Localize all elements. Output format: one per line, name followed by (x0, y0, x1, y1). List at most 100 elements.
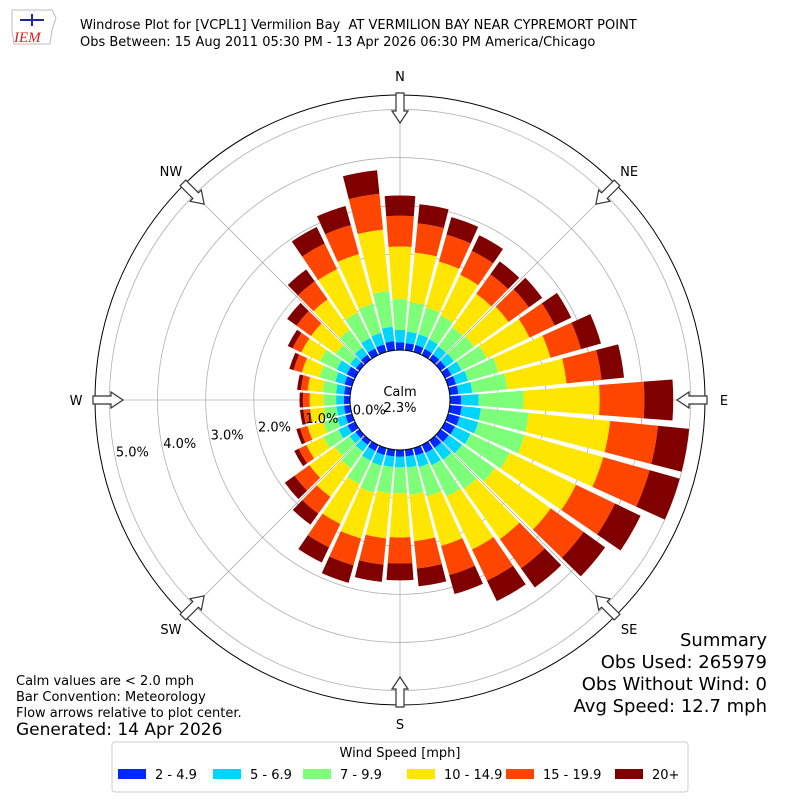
bar-segment (414, 537, 442, 569)
logo: IEM (11, 9, 57, 46)
bar-segment (301, 338, 327, 362)
flow-arrow (675, 390, 708, 410)
bar-segment (287, 269, 315, 296)
bar-segment (490, 261, 520, 290)
generated: Generated: 14 Apr 2026 (16, 720, 222, 740)
bar-segment (651, 425, 690, 472)
bar-segment (376, 465, 394, 494)
legend-swatch (213, 769, 241, 779)
bar-segment (561, 484, 616, 535)
grid-spoke (184, 435, 365, 616)
bar-segment (338, 425, 352, 439)
r-tick-label: 0.0% (353, 404, 386, 419)
bar-segment (336, 360, 352, 375)
bar-segment (300, 375, 311, 391)
bar-segment (442, 452, 477, 490)
bar-segment (309, 446, 343, 478)
bar-segment (417, 204, 449, 228)
bar-segment (476, 274, 509, 307)
bar-segment (335, 372, 348, 385)
bar-segment (344, 386, 352, 396)
bar-segment (446, 217, 479, 244)
bar-segment (347, 455, 371, 485)
bar-segment (336, 405, 346, 416)
bar-segment (406, 302, 425, 334)
bar-segment (597, 503, 641, 551)
bar-segment (325, 224, 359, 262)
bar-segment (299, 409, 306, 425)
bar-segment (322, 380, 338, 394)
bar-segment (604, 420, 659, 465)
bar-segment (376, 445, 387, 456)
compass-label: S (396, 718, 404, 733)
inner-hole (349, 349, 451, 451)
compass-label: E (720, 394, 728, 409)
bar-segment (464, 357, 499, 381)
bar-segment (541, 292, 572, 326)
bar-segment (371, 332, 385, 348)
bar-segment (636, 470, 680, 520)
grid-spoke (435, 184, 616, 365)
bar-segment (345, 312, 371, 344)
legend-swatch (118, 769, 146, 779)
bar-segment (441, 538, 475, 576)
bar-segment (355, 362, 365, 371)
bar-segment (294, 448, 308, 467)
bar-segment (409, 252, 437, 305)
bar-segment (292, 332, 310, 353)
bar-segment (341, 445, 363, 469)
legend-swatch (506, 769, 534, 779)
r-tick-label: 2.0% (258, 420, 291, 435)
compass-label: W (70, 394, 83, 409)
bar-segment (319, 349, 343, 370)
bar-segment (571, 314, 601, 350)
compass-label: NW (160, 165, 183, 180)
bar-segment (287, 302, 309, 326)
bar-segment (343, 395, 351, 405)
bar-segment (596, 344, 625, 380)
bar-segment (309, 393, 324, 407)
bar-segment (479, 318, 530, 359)
flow-arrow (390, 675, 410, 708)
bar-segment (293, 354, 308, 373)
bar-segment (362, 446, 376, 461)
bar-segment (289, 352, 300, 371)
bar-segment (381, 326, 395, 343)
bar-segment (302, 243, 338, 280)
bar-segment (425, 448, 441, 466)
bar-segment (454, 444, 495, 482)
bar-segment (310, 323, 344, 354)
bar-segment (456, 382, 473, 395)
flow-arrow (179, 179, 205, 205)
legend-label: 7 - 9.9 (340, 768, 382, 783)
bar-segment (291, 227, 325, 257)
bar-segment (316, 460, 351, 497)
bar-segment (297, 281, 328, 312)
bar-segment (447, 336, 475, 362)
bar-segment (287, 329, 302, 349)
logo-text: IEM (13, 30, 42, 46)
bar-segment (389, 493, 411, 538)
bar-segment (336, 395, 344, 405)
bar-segment (393, 467, 407, 494)
bar-segment (405, 331, 417, 345)
summary-line: Summary (680, 630, 767, 651)
bar-segment (334, 436, 356, 457)
bar-segment (321, 556, 354, 583)
bar-segment (355, 439, 368, 452)
bar-segment (307, 377, 325, 393)
bar-segment (478, 390, 524, 410)
bar-segment (302, 392, 310, 408)
bar-segment (452, 293, 492, 336)
bar-segment (323, 406, 339, 419)
bar-segment (445, 376, 457, 387)
bar-segment (354, 560, 384, 582)
bar-segment (500, 452, 576, 511)
bar-segment (438, 326, 463, 353)
flow-arrow (179, 595, 205, 621)
chart-title: Windrose Plot for [VCPL1] Vermilion Bay … (80, 18, 637, 33)
bar-segment (495, 289, 529, 322)
calm-label: Calm (383, 385, 416, 400)
bar-segment (415, 452, 429, 468)
